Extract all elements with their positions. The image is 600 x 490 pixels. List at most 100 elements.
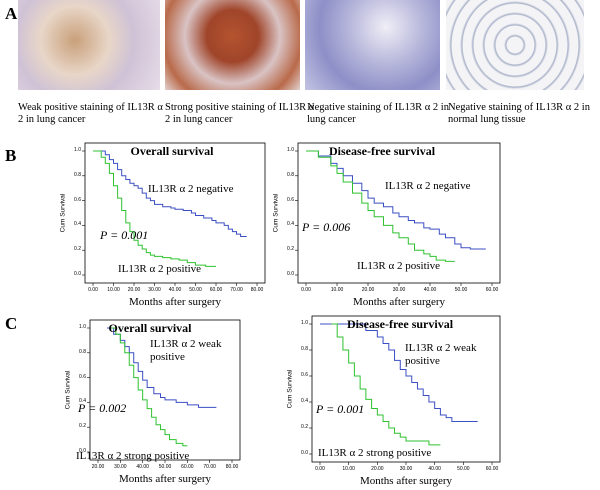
caption: Strong positive staining of IL13R α 2 in… [165, 102, 315, 126]
x-tick-label: 50.00 [454, 287, 468, 293]
y-axis-label: Cum Survival [64, 370, 72, 410]
survival-curve [306, 150, 455, 262]
x-tick-label: 60.00 [485, 287, 499, 293]
survival-curve [306, 150, 486, 250]
p-value: P = 0.001 [316, 402, 365, 416]
curve-label: IL13R α 2 weak positive [150, 338, 222, 363]
p-value: P = 0.006 [302, 220, 351, 234]
x-tick-label: 40.00 [168, 287, 182, 293]
curve-label: IL13R α 2 positive [357, 260, 441, 272]
chart-title: Disease-free survival [328, 144, 436, 158]
micrograph [165, 0, 300, 90]
x-tick-label: 50.00 [457, 466, 470, 472]
curve-label: IL13R α 2 strong positive [318, 447, 432, 459]
y-tick-label: 0.6 [301, 372, 308, 379]
caption: Weak positive staining of IL13R α 2 in l… [18, 102, 163, 126]
y-axis-label: Cum Survival [272, 193, 280, 233]
curve-label: IL13R α 2 negative [148, 183, 234, 195]
x-tick-label: 70.00 [203, 464, 216, 470]
x-tick-label: 30.00 [148, 287, 161, 293]
y-axis-label: Cum Survival [286, 369, 294, 409]
x-tick-label: 70.00 [230, 287, 243, 293]
y-tick-label: 0.6 [74, 196, 81, 203]
y-tick-label: 0.4 [301, 398, 308, 405]
survival-curve [320, 323, 478, 422]
survival-curve [111, 327, 188, 447]
x-tick-label: 0.00 [315, 466, 325, 472]
x-tick-label: 20.00 [361, 287, 375, 293]
y-tick-label: 0.2 [287, 246, 294, 253]
x-tick-label: 60.00 [485, 466, 499, 472]
micrograph [18, 0, 160, 90]
x-tick-label: 10.00 [330, 287, 344, 293]
plot-frame [84, 142, 266, 284]
x-tick-label: 40.00 [136, 464, 149, 470]
x-tick-label: 40.00 [428, 466, 441, 472]
y-tick-label: 0.4 [74, 221, 81, 228]
curve-label: IL13R α 2 weak positive [405, 342, 477, 367]
x-tick-label: 50.00 [158, 464, 172, 470]
micrograph [305, 0, 440, 90]
x-tick-label: 20.00 [91, 464, 105, 470]
panel-letter: A [5, 4, 18, 23]
x-tick-label: 30.00 [399, 466, 413, 472]
x-tick-label: 30.00 [114, 464, 127, 470]
x-tick-label: 60.00 [181, 464, 194, 470]
y-tick-label: 1.0 [79, 324, 86, 331]
panel-letter: B [5, 146, 17, 165]
y-tick-label: 0.0 [74, 271, 81, 278]
x-tick-label: 20.00 [371, 466, 384, 472]
x-tick-label: 10.00 [342, 466, 355, 472]
x-tick-label: 40.00 [423, 287, 437, 293]
y-tick-label: 0.0 [287, 271, 294, 278]
y-tick-label: 0.2 [301, 424, 308, 431]
survival-curve [93, 150, 216, 267]
y-tick-label: 0.2 [74, 246, 81, 253]
curve-label: IL13R α 2 positive [118, 263, 202, 275]
y-tick-label: 0.8 [301, 346, 308, 353]
y-tick-label: 0.4 [79, 398, 86, 405]
y-tick-label: 0.6 [79, 373, 86, 380]
survival-curve [331, 323, 441, 446]
chart-title: Disease-free survival [346, 317, 454, 331]
curve-label: IL13R α 2 negative [385, 180, 471, 192]
p-value: P = 0.002 [78, 401, 127, 415]
chart-title: Overall survival [108, 321, 192, 335]
x-tick-label: 80.00 [225, 464, 239, 470]
y-tick-label: 0.2 [79, 423, 86, 430]
x-tick-label: 0.00 [88, 287, 98, 293]
y-axis-label: Cum Survival [59, 193, 67, 233]
x-tick-label: 30.00 [392, 287, 406, 293]
x-axis-label: Months after surgery [352, 296, 446, 308]
y-tick-label: 0.8 [287, 171, 294, 178]
caption: Negative staining of IL13R α 2 in normal… [448, 102, 590, 126]
y-tick-label: 1.0 [74, 147, 81, 154]
y-tick-label: 0.0 [301, 450, 308, 457]
x-axis-label: Months after surgery [359, 475, 453, 487]
curve-label: IL13R α 2 strong positive [76, 450, 190, 462]
chart-title: Overall survival [130, 144, 214, 158]
y-tick-label: 0.8 [79, 348, 86, 355]
x-tick-label: 80.00 [250, 287, 264, 293]
x-tick-label: 50.00 [189, 287, 202, 293]
y-tick-label: 0.6 [287, 196, 294, 203]
x-tick-label: 60.00 [209, 287, 223, 293]
micrograph [446, 0, 584, 90]
panel-letter: C [5, 314, 18, 333]
p-value: P = 0.001 [100, 228, 149, 242]
x-axis-label: Months after surgery [128, 296, 222, 308]
y-tick-label: 1.0 [287, 147, 294, 154]
x-axis-label: Months after surgery [118, 473, 212, 485]
x-tick-label: 0.00 [301, 287, 311, 293]
y-tick-label: 0.8 [74, 171, 81, 178]
y-tick-label: 1.0 [301, 320, 308, 327]
survival-curve [93, 150, 247, 238]
y-tick-label: 0.4 [287, 221, 294, 228]
survival-curve [106, 327, 217, 408]
caption: Negative staining of IL13R α 2 in lung c… [307, 102, 449, 126]
x-tick-label: 20.00 [127, 287, 141, 293]
y-tick-label: 0.0 [79, 448, 86, 455]
x-tick-label: 10.00 [107, 287, 120, 293]
